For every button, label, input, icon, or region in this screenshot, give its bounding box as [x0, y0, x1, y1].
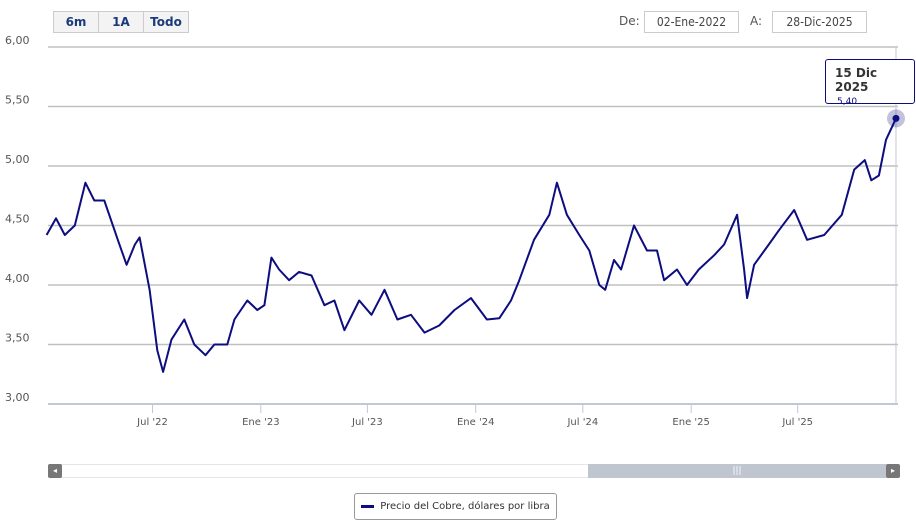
price-chart: 3,00 3,50 4,00 4,50 5,00 5,50 6,00 Jul '22 Ene '… — [5, 34, 905, 428]
x-tick-label: Ene '24 — [457, 417, 494, 428]
y-tick-label: 3,00 — [5, 391, 30, 404]
x-tick-label: Ene '23 — [242, 417, 279, 428]
x-tick-label: Jul '24 — [566, 417, 598, 428]
legend-line-icon — [361, 505, 375, 508]
scroll-thumb[interactable]: ||| — [588, 464, 886, 478]
legend-label: Precio del Cobre, dólares por libra — [380, 501, 550, 512]
legend-item[interactable]: Precio del Cobre, dólares por libra — [354, 493, 557, 520]
y-tick-label: 3,50 — [5, 332, 30, 345]
scroll-track[interactable] — [62, 465, 588, 477]
tooltip-value: 5,40 — [837, 97, 858, 107]
range-1a-button[interactable]: 1A — [99, 12, 144, 32]
y-tick-label: 6,00 — [5, 34, 30, 47]
scroll-left-button[interactable]: ◂ — [48, 464, 62, 478]
series-line — [45, 117, 897, 373]
range-6m-button[interactable]: 6m — [54, 12, 99, 32]
from-date-input[interactable]: 02-Ene-2022 — [644, 11, 739, 33]
y-tick-label: 5,00 — [5, 153, 30, 166]
scroll-right-button[interactable]: ▸ — [886, 464, 900, 478]
hover-point — [892, 114, 900, 122]
navigator-scrollbar[interactable]: ◂ ||| ▸ — [48, 464, 900, 478]
range-todo-button[interactable]: Todo — [150, 15, 182, 29]
x-tick-label: Jul '23 — [351, 417, 383, 428]
y-tick-label: 5,50 — [5, 94, 30, 107]
to-label: A: — [750, 14, 763, 28]
x-tick-label: Jul '22 — [136, 417, 168, 428]
tooltip: 15 Dic 2025 5,40 — [825, 59, 915, 107]
y-tick-label: 4,50 — [5, 213, 30, 226]
tooltip-date: 15 Dic 2025 — [835, 66, 878, 94]
x-tick-label: Jul '25 — [781, 417, 813, 428]
to-date-input[interactable]: 28-Dic-2025 — [772, 11, 867, 33]
range-selector: 6m 1A Todo — [53, 11, 189, 33]
x-tick-label: Ene '25 — [672, 417, 709, 428]
y-tick-label: 4,00 — [5, 272, 30, 285]
from-label: De: — [619, 14, 640, 28]
